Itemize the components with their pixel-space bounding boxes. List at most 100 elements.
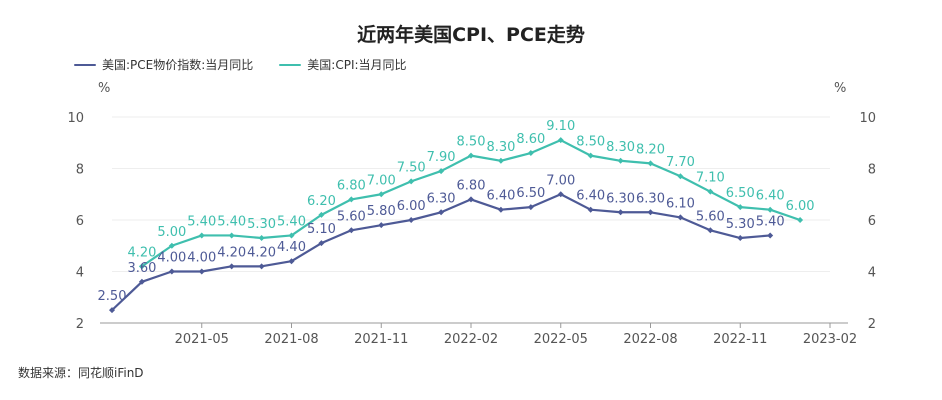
x-tick-label: 2022-05	[534, 332, 588, 347]
data-label-pce: 7.00	[546, 173, 575, 188]
data-point-pce	[677, 214, 684, 221]
data-point-pce	[557, 191, 564, 198]
data-point-cpi	[228, 232, 235, 239]
legend-swatch-pce	[74, 63, 96, 66]
y-tick-label-left: 10	[67, 111, 84, 126]
data-point-cpi	[438, 168, 445, 175]
data-label-cpi: 7.50	[397, 160, 426, 175]
chart-title: 近两年美国CPI、PCE走势	[357, 24, 585, 46]
data-label-cpi: 5.40	[217, 214, 246, 229]
data-label-pce: 5.10	[307, 222, 336, 237]
data-label-pce: 6.30	[606, 191, 635, 206]
data-point-pce	[468, 196, 474, 203]
data-label-cpi: 6.80	[337, 178, 366, 193]
data-label-cpi: 5.40	[187, 214, 216, 229]
data-point-pce	[109, 307, 115, 314]
data-point-pce	[408, 217, 415, 223]
y-tick-label-right: 10	[859, 111, 876, 126]
x-tick-label: 2021-05	[175, 332, 229, 347]
data-label-cpi: 8.30	[606, 140, 635, 155]
data-label-pce: 6.40	[576, 189, 605, 204]
x-tick-label: 2021-08	[264, 332, 318, 347]
data-point-cpi	[707, 188, 714, 195]
legend: 美国:PCE物价指数:当月同比 美国:CPI:当月同比	[74, 56, 407, 73]
data-point-pce	[527, 204, 534, 211]
data-point-pce	[198, 268, 205, 275]
data-label-pce: 6.30	[636, 191, 665, 206]
x-tick-label: 2022-02	[444, 332, 498, 347]
data-label-cpi: 6.20	[307, 194, 336, 209]
data-label-pce: 5.60	[696, 209, 725, 224]
data-point-cpi	[797, 217, 804, 223]
data-point-cpi	[348, 196, 355, 203]
legend-item-cpi[interactable]: 美国:CPI:当月同比	[279, 56, 407, 73]
data-point-cpi	[527, 150, 534, 157]
data-label-pce: 6.00	[397, 199, 426, 214]
data-point-cpi	[408, 178, 415, 185]
data-label-pce: 6.80	[457, 178, 486, 193]
data-point-cpi	[138, 263, 145, 270]
data-point-pce	[258, 263, 265, 270]
data-label-cpi: 5.00	[157, 225, 186, 240]
data-point-pce	[767, 232, 774, 239]
data-label-pce: 4.20	[217, 245, 246, 260]
data-label-pce: 3.60	[127, 261, 156, 276]
data-point-pce	[587, 206, 594, 213]
y-tick-label-left: 4	[76, 266, 84, 281]
data-point-cpi	[677, 173, 684, 180]
y-tick-label-right: 2	[868, 317, 876, 332]
data-point-cpi	[258, 235, 265, 242]
data-point-pce	[348, 227, 355, 234]
data-label-pce: 5.40	[756, 214, 785, 229]
data-point-cpi	[378, 191, 385, 198]
data-point-pce	[138, 278, 145, 285]
data-point-cpi	[647, 160, 654, 167]
data-label-cpi: 6.40	[756, 189, 785, 204]
data-label-pce: 6.30	[427, 191, 456, 206]
data-label-cpi: 7.10	[696, 171, 725, 186]
data-point-cpi	[288, 232, 295, 239]
gridlines	[112, 116, 830, 272]
data-point-cpi	[198, 232, 205, 239]
x-tick-label: 2022-11	[713, 332, 767, 347]
legend-label-cpi: 美国:CPI:当月同比	[307, 58, 407, 72]
data-label-pce: 6.10	[666, 196, 695, 211]
legend-item-pce[interactable]: 美国:PCE物价指数:当月同比	[74, 56, 253, 73]
y-tick-label-right: 4	[868, 266, 876, 281]
x-tick-label: 2022-08	[623, 332, 677, 347]
y-tick-label-left: 6	[76, 214, 84, 229]
data-point-pce	[378, 222, 385, 229]
data-point-pce	[438, 209, 445, 216]
data-label-cpi: 7.70	[666, 155, 695, 170]
data-label-cpi: 8.60	[516, 132, 545, 147]
data-point-pce	[318, 240, 325, 247]
data-point-pce	[647, 209, 654, 216]
data-label-cpi: 7.90	[427, 150, 456, 165]
data-point-pce	[228, 263, 235, 270]
data-label-cpi: 8.20	[636, 142, 665, 157]
y-tick-label-left: 2	[76, 317, 84, 332]
data-point-cpi	[767, 206, 774, 213]
legend-swatch-cpi	[279, 63, 302, 66]
data-label-cpi: 5.30	[247, 217, 276, 232]
data-label-pce: 2.50	[98, 289, 127, 304]
legend-label-pce: 美国:PCE物价指数:当月同比	[102, 58, 254, 72]
data-point-cpi	[587, 152, 594, 159]
data-label-cpi: 5.40	[277, 214, 306, 229]
data-label-cpi: 6.50	[726, 186, 755, 201]
data-point-pce	[617, 209, 624, 216]
x-tick-label: 2021-11	[354, 332, 408, 347]
data-label-pce: 5.80	[367, 204, 396, 219]
data-label-cpi: 4.20	[127, 245, 156, 260]
data-point-pce	[737, 235, 744, 242]
x-tick-label: 2023-02	[803, 332, 857, 347]
source-note: 数据来源：同花顺iFinD	[18, 366, 144, 380]
data-label-pce: 6.40	[486, 189, 515, 204]
data-point-pce	[707, 227, 714, 234]
data-label-pce: 5.60	[337, 209, 366, 224]
y-tick-label-left: 8	[76, 163, 84, 178]
axes: 2 2 4 4 6 6 8 8 10 10 2021-05 2021-08 2021-11 2022-02…	[67, 111, 876, 347]
data-label-cpi: 7.00	[367, 173, 396, 188]
data-point-pce	[288, 258, 295, 265]
